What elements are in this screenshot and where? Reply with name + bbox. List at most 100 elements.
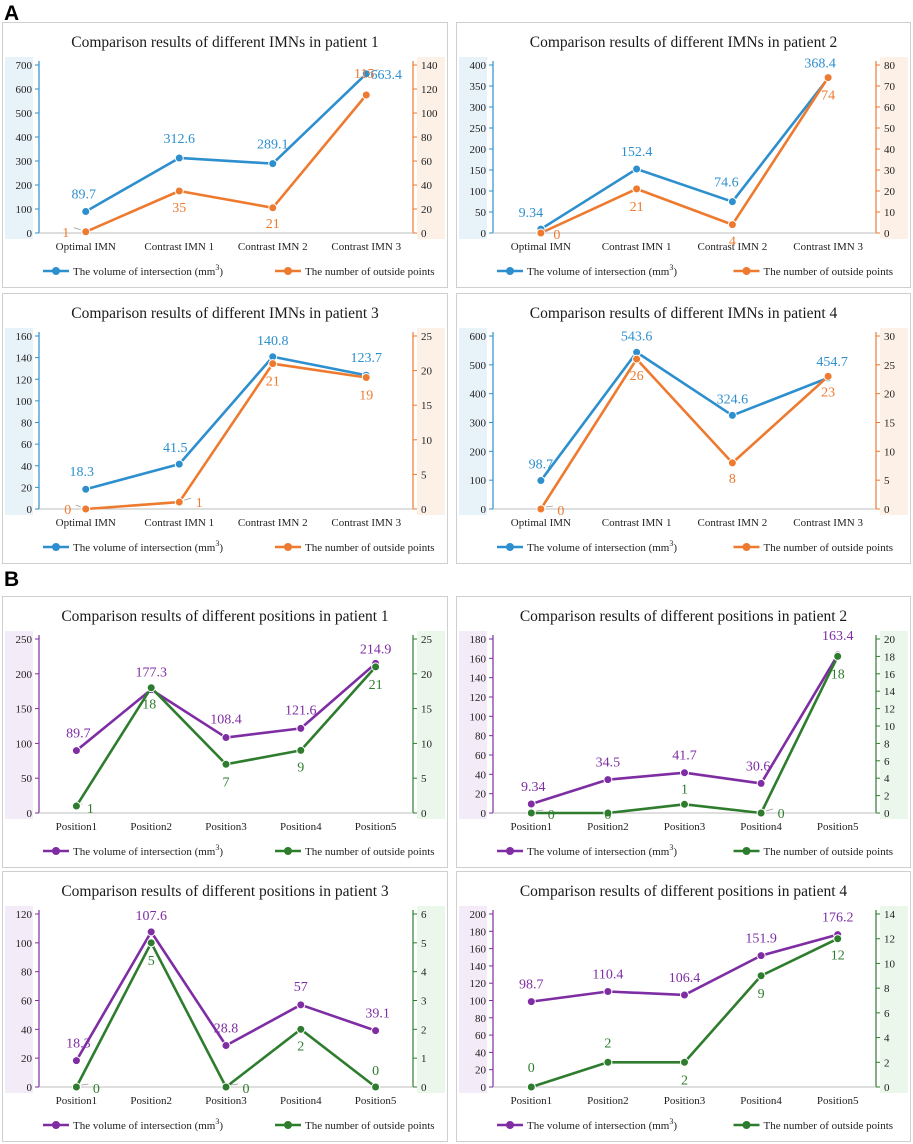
right-tick-label: 120	[421, 84, 438, 96]
left-tick-label: 400	[470, 389, 487, 401]
chart-title: Comparison results of different IMNs in …	[71, 34, 379, 51]
volume-point	[756, 778, 766, 788]
legend-outside-label: The number of outside points	[764, 1120, 894, 1132]
volume-data-label: 98.7	[529, 458, 554, 473]
left-tick-label: 60	[21, 439, 33, 451]
volume-data-label: 9.34	[519, 206, 544, 221]
category-label: Contrast IMN 1	[602, 517, 672, 529]
right-axis-band	[880, 906, 908, 1093]
right-tick-label: 4	[421, 967, 427, 979]
right-tick-label: 10	[421, 738, 433, 750]
section-label-a: A	[4, 2, 20, 25]
outside-series-line	[85, 362, 367, 511]
chart-position-patient-4: Comparison results of different position…	[456, 871, 911, 1142]
left-tick-label: 120	[470, 692, 487, 704]
outside-data-label: 21	[266, 375, 280, 390]
legend-outside-label: The number of outside points	[305, 542, 435, 554]
category-label: Position5	[355, 821, 397, 833]
right-tick-label: 20	[884, 634, 896, 646]
right-tick-label: 50	[884, 123, 896, 135]
left-axis-band	[459, 57, 487, 239]
leader-line	[81, 1083, 89, 1086]
right-tick-label: 25	[421, 634, 433, 646]
legend-outside-marker	[742, 1121, 751, 1129]
left-tick-label: 20	[475, 789, 487, 801]
right-axis-band	[417, 631, 445, 819]
chart-title: Comparison results of different IMNs in …	[530, 305, 838, 322]
category-label: Contrast IMN 3	[793, 517, 863, 529]
chart-svg: Comparison results of different position…	[459, 883, 908, 1132]
left-tick-label: 200	[470, 909, 487, 921]
outside-data-label: 1	[196, 496, 203, 511]
chart-title: Comparison results of different position…	[520, 608, 847, 625]
category-label: Contrast IMN 3	[331, 517, 401, 529]
chart-svg: Comparison results of different IMNs in …	[459, 305, 908, 554]
category-label: Position5	[355, 1095, 397, 1107]
outside-point	[371, 1082, 381, 1092]
left-tick-label: 150	[470, 165, 487, 177]
right-tick-label: 2	[884, 1057, 890, 1069]
chart-svg: Comparison results of different position…	[5, 883, 445, 1132]
chart-imn-patient-1: Comparison results of different IMNs in …	[2, 22, 448, 288]
right-tick-label: 0	[884, 228, 890, 240]
volume-data-label: 110.4	[592, 968, 623, 983]
outside-data-label: 0	[548, 808, 555, 823]
outside-data-label: 8	[729, 472, 736, 487]
left-tick-label: 150	[16, 704, 33, 716]
left-tick-label: 0	[27, 808, 33, 820]
left-tick-label: 200	[470, 144, 487, 156]
volume-data-label: 121.6	[285, 703, 317, 718]
right-tick-label: 6	[421, 909, 427, 921]
left-tick-label: 250	[16, 634, 33, 646]
volume-data-label: 214.9	[360, 642, 392, 657]
outside-point	[71, 1082, 81, 1092]
volume-point	[81, 206, 91, 216]
chart-title: Comparison results of different IMNs in …	[530, 34, 838, 51]
outside-series-line	[540, 76, 830, 235]
outside-point	[833, 651, 843, 661]
right-tick-label: 1	[421, 1053, 427, 1065]
left-tick-label: 20	[21, 1053, 33, 1065]
chart-position-patient-2: Comparison results of different position…	[456, 596, 911, 868]
left-tick-label: 300	[470, 418, 487, 430]
outside-point	[81, 227, 91, 237]
outside-data-label: 0	[778, 807, 785, 822]
legend-outside-label: The number of outside points	[764, 846, 894, 858]
chart-title: Comparison results of different position…	[520, 883, 848, 900]
left-tick-label: 100	[16, 396, 33, 408]
outside-point	[823, 73, 833, 83]
outside-point	[632, 354, 642, 364]
outside-point	[823, 371, 833, 381]
legend-volume-marker	[52, 1121, 60, 1129]
right-tick-label: 0	[421, 808, 427, 820]
left-axis-band	[459, 631, 487, 819]
left-tick-label: 140	[470, 961, 487, 973]
right-tick-label: 12	[884, 934, 895, 946]
outside-point	[632, 184, 642, 194]
legend-outside-marker	[284, 847, 292, 855]
right-tick-label: 80	[884, 60, 896, 72]
volume-data-label: 176.2	[822, 911, 854, 926]
category-label: Position5	[817, 821, 859, 833]
left-tick-label: 40	[21, 461, 33, 473]
volume-data-label: 18.3	[66, 1037, 91, 1052]
volume-series-line	[540, 77, 830, 231]
category-label: Contrast IMN 1	[144, 517, 214, 529]
right-axis-band	[417, 57, 445, 239]
left-tick-label: 20	[475, 1065, 487, 1077]
legend-outside-marker	[742, 267, 751, 275]
volume-point	[603, 987, 613, 997]
right-tick-label: 20	[421, 669, 433, 681]
right-axis-band	[880, 57, 908, 239]
right-tick-label: 5	[421, 469, 427, 481]
left-tick-label: 40	[475, 1047, 487, 1059]
category-label: Position1	[511, 1095, 553, 1107]
volume-point	[174, 459, 184, 469]
outside-point	[536, 228, 546, 238]
volume-data-label: 39.1	[365, 1007, 390, 1022]
right-tick-label: 100	[421, 108, 438, 120]
left-tick-label: 180	[470, 926, 487, 938]
volume-point	[296, 1000, 306, 1010]
outside-data-label: 18	[142, 698, 156, 713]
legend-outside-marker	[742, 847, 751, 855]
